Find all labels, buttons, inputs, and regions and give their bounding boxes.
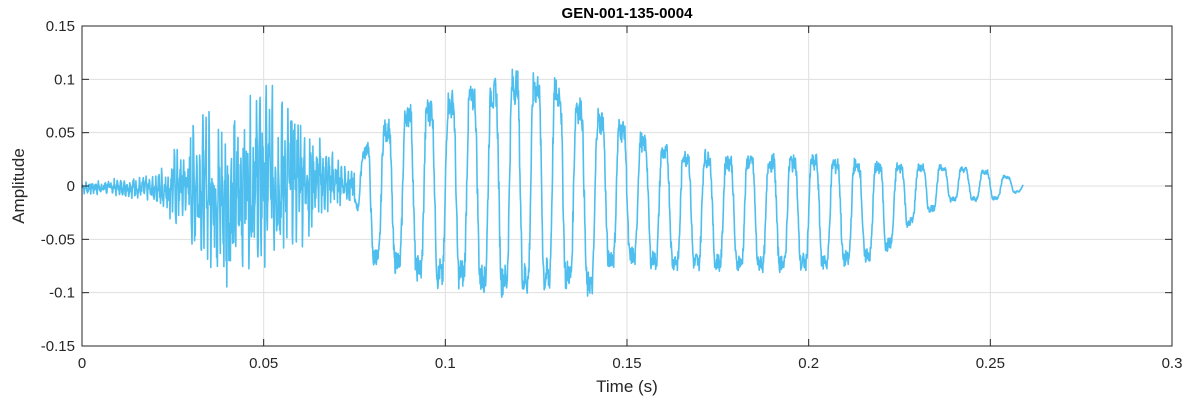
x-tick-label: 0.3 — [1162, 355, 1183, 372]
waveform-line — [81, 68, 1024, 298]
x-tick-label: 0.25 — [976, 355, 1005, 372]
x-tick-label: 0.1 — [435, 355, 456, 372]
x-axis-label: Time (s) — [596, 377, 658, 396]
y-tick-label: -0.05 — [41, 231, 75, 248]
y-tick-label: 0.05 — [46, 125, 75, 142]
chart-title: GEN-001-135-0004 — [562, 5, 694, 22]
y-tick-label: 0.1 — [54, 71, 75, 88]
x-tick-label: 0.2 — [798, 355, 819, 372]
y-tick-labels: -0.15 -0.1 -0.05 0 0.05 0.1 0.15 — [41, 18, 75, 355]
x-tick-labels: 0 0.05 0.1 0.15 0.2 0.25 0.3 — [78, 355, 1183, 372]
x-tick-label: 0 — [78, 355, 86, 372]
y-tick-label: 0.15 — [46, 18, 75, 35]
x-tick-label: 0.15 — [612, 355, 641, 372]
y-tick-label: -0.1 — [49, 285, 75, 302]
y-tick-label: 0 — [67, 178, 75, 195]
tick-marks — [81, 25, 1173, 347]
waveform-trace-group — [81, 68, 1024, 298]
y-tick-label: -0.15 — [41, 338, 75, 355]
y-axis-label: Amplitude — [9, 148, 28, 224]
x-tick-label: 0.05 — [249, 355, 278, 372]
